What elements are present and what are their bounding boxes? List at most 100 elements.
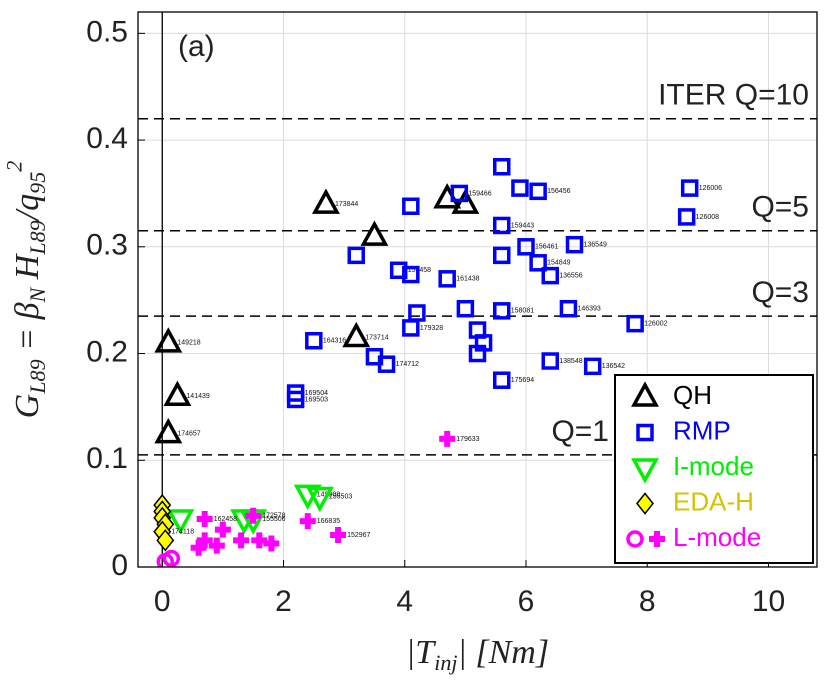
marker-square [493, 216, 511, 235]
point-label: 159466 [468, 190, 491, 197]
y-tick-label: 0.3 [86, 229, 128, 262]
marker-plus [330, 526, 347, 543]
marker-triangle [311, 188, 340, 214]
point-label: 173714 [365, 334, 388, 341]
point-label: 169503 [305, 396, 328, 403]
point-label: 158081 [511, 308, 534, 315]
x-tick-label: 0 [154, 585, 171, 618]
marker-square [559, 299, 578, 318]
marker-square [511, 179, 529, 197]
point-label: 156461 [535, 244, 558, 251]
marker-square [493, 246, 511, 265]
marker-square [677, 208, 696, 226]
marker-plus [263, 535, 280, 552]
point-label: 161438 [456, 276, 479, 283]
point-label: 146393 [577, 306, 600, 313]
marker-square [541, 352, 559, 370]
marker-square [402, 319, 420, 337]
marker-plus [208, 537, 225, 554]
point-label: 164316 [323, 338, 346, 345]
x-tick-label: 8 [639, 585, 656, 618]
point-label: 174712 [396, 361, 419, 368]
marker-triangle [163, 380, 192, 406]
legend-label: I-mode [673, 451, 754, 481]
point-label: 152967 [347, 532, 370, 539]
annotation: (a) [178, 30, 215, 63]
x-tick-label: 4 [396, 585, 413, 618]
marker-square [493, 158, 511, 176]
marker-square [583, 357, 602, 376]
marker-square [517, 238, 535, 256]
marker-triangle-down [631, 458, 659, 484]
marker-square [456, 299, 475, 318]
marker-triangle [154, 327, 183, 353]
point-label: 166835 [317, 518, 340, 525]
legend-label: L-mode [673, 522, 761, 552]
point-label: 162458 [214, 516, 237, 523]
point-label: 173844 [335, 201, 358, 208]
marker-square [541, 266, 559, 285]
marker-plus [245, 507, 262, 524]
marker-square [347, 246, 365, 265]
point-label: 141439 [186, 393, 209, 400]
point-label: 136542 [602, 363, 625, 370]
marker-diamond [156, 529, 175, 552]
legend-label: RMP [673, 415, 731, 445]
reference-label: Q=5 [751, 191, 809, 224]
marker-triangle-down [166, 509, 195, 535]
point-label: 174657 [177, 430, 200, 437]
marker-triangle [631, 381, 659, 407]
marker-plus [233, 532, 250, 549]
marker-triangle [342, 321, 371, 348]
reference-label: Q=3 [751, 276, 809, 309]
point-label: 159443 [511, 222, 534, 229]
x-tick-label: 2 [275, 585, 292, 618]
marker-diamond [636, 492, 654, 515]
point-label: 126008 [696, 214, 719, 221]
marker-triangle-down [305, 486, 334, 513]
point-label: 174118 [171, 529, 194, 536]
marker-square [377, 355, 396, 373]
x-axis-label: |Tinj​| [Nm] [406, 634, 549, 675]
plot-frame [137, 11, 818, 568]
marker-plus [196, 532, 213, 549]
marker-square [450, 184, 469, 203]
point-label: 155503 [329, 493, 352, 500]
marker-square [402, 197, 420, 215]
point-label: 149218 [177, 340, 200, 347]
marker-circle [162, 549, 181, 567]
point-label: 154849 [547, 260, 570, 267]
marker-plus [214, 521, 231, 538]
marker-square [493, 371, 511, 389]
legend-label: QH [673, 380, 712, 410]
point-label: 179328 [420, 325, 443, 332]
marker-plus [251, 532, 268, 549]
point-label: 155506 [262, 516, 285, 523]
marker-square [438, 270, 456, 288]
marker-plus [299, 513, 316, 530]
marker-triangle [360, 220, 389, 246]
point-label: 136549 [584, 242, 607, 249]
marker-square [389, 261, 408, 280]
marker-square [529, 182, 547, 201]
marker-square [680, 179, 699, 197]
marker-plus [196, 510, 213, 527]
point-label: 156456 [547, 188, 570, 195]
marker-triangle-down [230, 509, 259, 535]
reference-label: ITER Q=10 [658, 79, 809, 112]
marker-square [305, 331, 323, 350]
point-label: 126002 [644, 320, 667, 327]
reference-label: Q=1 [551, 415, 609, 448]
marker-square [626, 314, 644, 333]
y-tick-label: 0.4 [86, 122, 128, 155]
y-tick-label: 0 [111, 549, 128, 582]
y-tick-label: 0.1 [86, 442, 128, 475]
point-label: 136556 [559, 272, 582, 279]
marker-plus [439, 430, 456, 447]
y-tick-label: 0.2 [86, 335, 128, 368]
marker-square [402, 265, 420, 284]
y-axis-label: GL89​ = βN​ HL89​/q95​2​ [1, 161, 50, 419]
marker-square [529, 254, 547, 272]
marker-triangle [154, 417, 183, 444]
